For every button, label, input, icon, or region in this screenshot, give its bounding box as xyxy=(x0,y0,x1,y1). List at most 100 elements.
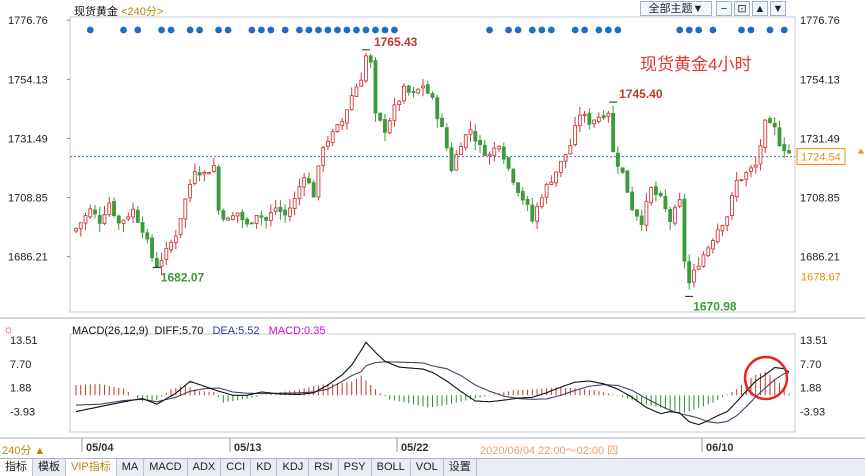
signal-dot-1 xyxy=(120,26,127,34)
candle-body-121 xyxy=(649,187,654,204)
macd-panel-frame xyxy=(69,333,796,433)
signal-dot-33 xyxy=(604,26,612,34)
candle-body-107 xyxy=(582,113,587,116)
candle-body-64 xyxy=(378,112,383,121)
signal-dot-24 xyxy=(486,26,493,34)
price-tick-left-4: 1686.21 xyxy=(8,252,48,264)
macd-tick-right-0: 13.51 xyxy=(800,335,828,347)
candle-body-53 xyxy=(326,140,330,147)
macd-tick-right-3: -3.93 xyxy=(800,406,825,418)
signal-dot-22 xyxy=(381,26,389,34)
candle-body-0 xyxy=(74,228,78,232)
candle-body-104 xyxy=(568,145,573,155)
macd-tick-right-1: 7.70 xyxy=(800,359,821,371)
minus-button[interactable]: − xyxy=(716,1,732,16)
signal-dot-36 xyxy=(685,26,693,34)
signal-dot-12 xyxy=(281,26,289,34)
signal-dot-0 xyxy=(86,26,94,34)
tab-4[interactable]: MACD xyxy=(144,459,188,476)
tab-10[interactable]: PSY xyxy=(339,459,372,476)
signal-dot-30 xyxy=(571,26,579,34)
candle-body-85 xyxy=(478,139,482,146)
candle-body-88 xyxy=(492,147,497,156)
theme-dropdown[interactable]: 全部主题▼ xyxy=(640,1,712,16)
period-button[interactable]: 240分 ▲ xyxy=(2,445,46,457)
candle-body-56 xyxy=(340,121,345,126)
current-price-box xyxy=(796,148,846,166)
candle-body-76 xyxy=(435,97,440,120)
candle-body-134 xyxy=(711,240,715,250)
signal-dot-6 xyxy=(196,26,203,34)
candle-body-114 xyxy=(615,152,620,167)
candle-body-40 xyxy=(264,217,269,221)
candle-body-28 xyxy=(207,172,212,175)
candle-body-99 xyxy=(544,183,549,198)
candle-body-110 xyxy=(596,116,601,122)
tab-8[interactable]: KDJ xyxy=(277,459,310,476)
signal-dot-21 xyxy=(372,26,379,34)
signal-dot-17 xyxy=(334,26,341,34)
highlight-circle xyxy=(743,355,789,401)
diff-value: DIFF:5.70 xyxy=(154,325,204,337)
candle-body-12 xyxy=(131,208,135,218)
candle-body-142 xyxy=(749,167,753,172)
candle-body-43 xyxy=(278,206,283,212)
signal-dot-3 xyxy=(158,26,165,34)
candle-body-96 xyxy=(530,204,535,222)
signal-dot-9 xyxy=(248,26,256,34)
candle-body-45 xyxy=(287,207,292,217)
period-tag: <240分> xyxy=(121,6,164,18)
candle-body-146 xyxy=(768,118,772,124)
signal-dot-11 xyxy=(267,26,275,34)
candle-body-124 xyxy=(663,196,668,210)
signal-dot-34 xyxy=(614,26,622,34)
candle-body-105 xyxy=(573,124,578,146)
tab-0[interactable]: 指标 xyxy=(0,459,33,476)
candle-body-136 xyxy=(720,225,725,232)
candle-body-16 xyxy=(150,237,154,259)
candle-body-116 xyxy=(625,170,630,193)
tab-11[interactable]: BOLL xyxy=(372,459,411,476)
candle-body-86 xyxy=(482,144,487,156)
candle-body-90 xyxy=(501,146,506,160)
x-tick-label-2: 05/22 xyxy=(401,442,429,454)
tab-7[interactable]: KD xyxy=(251,459,278,476)
zoom-icon[interactable]: ⊡ xyxy=(734,1,750,16)
tab-1[interactable]: 模板 xyxy=(33,459,66,476)
candle-body-109 xyxy=(592,119,597,125)
signal-dot-18 xyxy=(343,26,351,34)
candle-body-68 xyxy=(397,100,402,106)
instrument-name: 现货黄金 xyxy=(74,6,118,18)
indicator-tabs: 指标 模板 VIP指标 MA MACD ADX CCI KD KDJ RSI PSY BOLL VOL 设… xyxy=(0,458,865,476)
price-tick-left-2: 1731.49 xyxy=(8,133,48,145)
candle-body-115 xyxy=(620,167,625,173)
candle-body-44 xyxy=(283,209,288,216)
candle-body-8 xyxy=(112,201,116,217)
up-arrow-icon[interactable]: ▲ xyxy=(752,1,768,16)
signal-dot-29 xyxy=(547,26,555,34)
signal-dot-27 xyxy=(528,26,536,34)
tab-2[interactable]: VIP指标 xyxy=(66,459,117,476)
candle-body-112 xyxy=(606,112,611,117)
signal-dot-2 xyxy=(134,26,142,34)
tab-12[interactable]: VOL xyxy=(411,459,444,476)
tab-6[interactable]: CCI xyxy=(221,459,252,476)
candle-body-71 xyxy=(411,91,416,94)
tab-5[interactable]: ADX xyxy=(188,459,222,476)
signal-dot-37 xyxy=(695,26,703,34)
down-arrow-icon[interactable]: ▼ xyxy=(770,1,786,16)
price-tick-right-2: 1731.49 xyxy=(800,133,840,145)
candle-body-130 xyxy=(692,269,696,283)
extreme-label-2: 1682.07 xyxy=(161,270,205,284)
settings-icon[interactable]: ☼ xyxy=(3,322,14,336)
candle-body-49 xyxy=(306,178,311,184)
candle-body-101 xyxy=(554,171,559,184)
tab-3[interactable]: MA xyxy=(117,459,145,476)
candle-body-140 xyxy=(739,179,744,182)
level-label: 1678.67 xyxy=(801,271,841,283)
tab-13[interactable]: 设置 xyxy=(444,459,477,476)
tab-9[interactable]: RSI xyxy=(309,459,339,476)
candle-body-118 xyxy=(634,209,639,217)
dea-value: DEA:5.52 xyxy=(212,325,260,337)
candle-body-3 xyxy=(88,208,93,218)
